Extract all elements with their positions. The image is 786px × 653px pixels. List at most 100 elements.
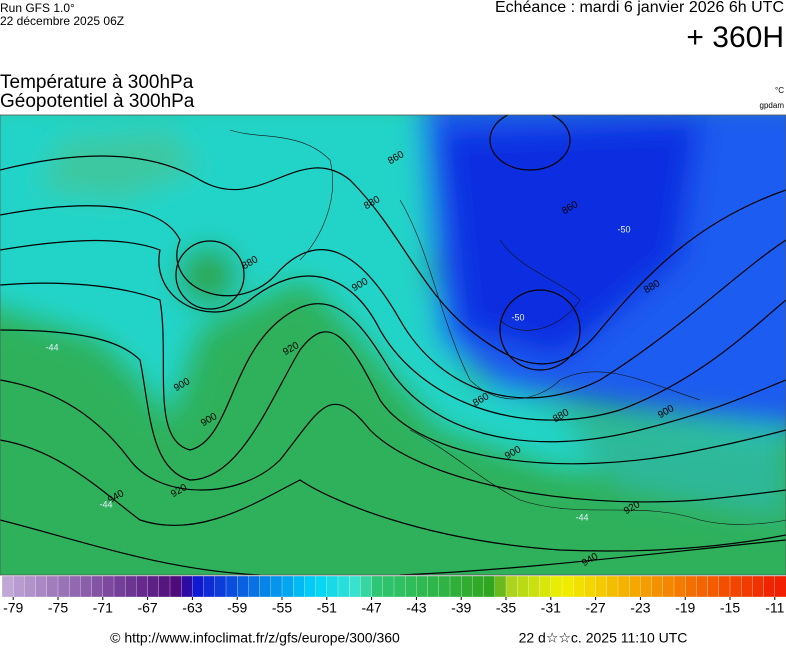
colorbar-tick-label: -63 (182, 600, 202, 616)
map (0, 115, 786, 575)
colorbar-tick-label: -23 (630, 600, 650, 616)
colorbar-tick-label: -15 (720, 600, 740, 616)
valid-time: Echéance : mardi 6 janvier 2026 6h UTC (495, 0, 784, 16)
colorbar-cell (752, 575, 765, 598)
colorbar-cell (237, 575, 249, 598)
colorbar-tick-label: -51 (317, 600, 337, 616)
colorbar-cell (371, 575, 384, 598)
colorbar-cell (561, 575, 574, 598)
colorbar-cell (35, 575, 48, 598)
colorbar-cell (80, 575, 93, 598)
footer-url: © http://www.infoclimat.fr/z/gfs/europe/… (110, 630, 400, 646)
colorbar-tick-label: -71 (93, 600, 113, 616)
geopotential-contours (0, 115, 786, 575)
colorbar-tick-label: -43 (406, 600, 426, 616)
colorbar-cell (24, 575, 37, 598)
colorbar-cell (472, 575, 485, 598)
colorbar-cell (147, 575, 160, 598)
colorbar-cell (774, 575, 786, 598)
colorbar-tick-label: -31 (541, 600, 561, 616)
colorbar-cell (393, 575, 406, 598)
contour-label: -44 (99, 499, 112, 509)
colorbar-cell (707, 575, 720, 598)
colorbar-cell (181, 575, 193, 598)
colorbar-cell (416, 575, 429, 598)
colorbar-tick-label: -79 (3, 600, 23, 616)
colorbar-cell (696, 575, 709, 598)
colorbar-cell (259, 575, 272, 598)
contour-label: -44 (45, 342, 58, 352)
colorbar-cell (483, 575, 496, 598)
contour-label: -50 (617, 224, 630, 234)
colorbar-cell (136, 575, 149, 598)
colorbar-cell (427, 575, 440, 598)
colorbar-cell (629, 575, 641, 598)
colorbar-cell (763, 575, 776, 598)
colorbar-cell (741, 575, 753, 598)
map-frame (0, 114, 786, 576)
colorbar-cell (270, 575, 283, 598)
colorbar-cell (360, 575, 373, 598)
colorbar-tick-label: -67 (137, 600, 157, 616)
coastlines (229, 129, 786, 525)
colorbar-cell (248, 575, 261, 598)
run-date: 22 décembre 2025 06Z (0, 14, 124, 28)
colorbar-cell (315, 575, 328, 598)
colorbar-cell (125, 575, 137, 598)
colorbar-tick-label: -39 (451, 600, 471, 616)
colorbar-cell (304, 575, 317, 598)
contour-label: -44 (575, 512, 588, 522)
colorbar-tick-label: -35 (496, 600, 516, 616)
colorbar-cell (113, 575, 126, 598)
colorbar-cell (158, 575, 171, 598)
colorbar-cell (203, 575, 216, 598)
colorbar-cell (640, 575, 653, 598)
colorbar-cell (57, 575, 70, 598)
colorbar-cell (461, 575, 473, 598)
colorbar-cell (651, 575, 664, 598)
colorbar-cell (517, 575, 529, 598)
colorbar-cell (46, 575, 59, 598)
colorbar-cell (169, 575, 182, 598)
colorbar-cell (438, 575, 451, 598)
colorbar-cell (326, 575, 339, 598)
colorbar-cell (505, 575, 518, 598)
colorbar-cell (685, 575, 697, 598)
temperature-field (0, 115, 786, 520)
colorbar-cell (718, 575, 731, 598)
colorbar-cell (494, 575, 507, 598)
colorbar-tick-label: -59 (227, 600, 247, 616)
colorbar-cell (584, 575, 597, 598)
contour-label: -50 (511, 312, 524, 322)
lead-time: + 360H (686, 21, 784, 54)
colorbar-cell (13, 575, 25, 598)
colorbar-cell (595, 575, 608, 598)
colorbar-cell (337, 575, 350, 598)
colorbar-cell (673, 575, 686, 598)
colorbar-cell (192, 575, 205, 598)
run-label: Run GFS 1.0° (0, 1, 75, 15)
colorbar-cell (539, 575, 552, 598)
colorbar-cell (382, 575, 395, 598)
colorbar-tick-label: -47 (361, 600, 381, 616)
colorbar-cell (349, 575, 361, 598)
colorbar-cell (293, 575, 305, 598)
colorbar-tick-label: -11 (765, 600, 784, 616)
colorbar-cell (617, 575, 630, 598)
colorbar-tick-label: -55 (272, 600, 292, 616)
unit-geopotential: gpdam (760, 101, 785, 110)
colorbar-cell (573, 575, 585, 598)
colorbar-tick-label: -75 (48, 600, 68, 616)
colorbar-cell (662, 575, 675, 598)
unit-temperature: °C (775, 86, 784, 95)
colorbar-cell (449, 575, 462, 598)
footer-generated: 22 d☆☆c. 2025 11:10 UTC (519, 630, 688, 646)
colorbar-tick-label: -19 (675, 600, 695, 616)
colorbar-cell (102, 575, 115, 598)
colorbar-cell (225, 575, 238, 598)
colorbar-cell (69, 575, 81, 598)
colorbar-cell (729, 575, 742, 598)
colorbar-cell (214, 575, 227, 598)
title-geopotential: Géopotentiel à 300hPa (0, 91, 195, 112)
